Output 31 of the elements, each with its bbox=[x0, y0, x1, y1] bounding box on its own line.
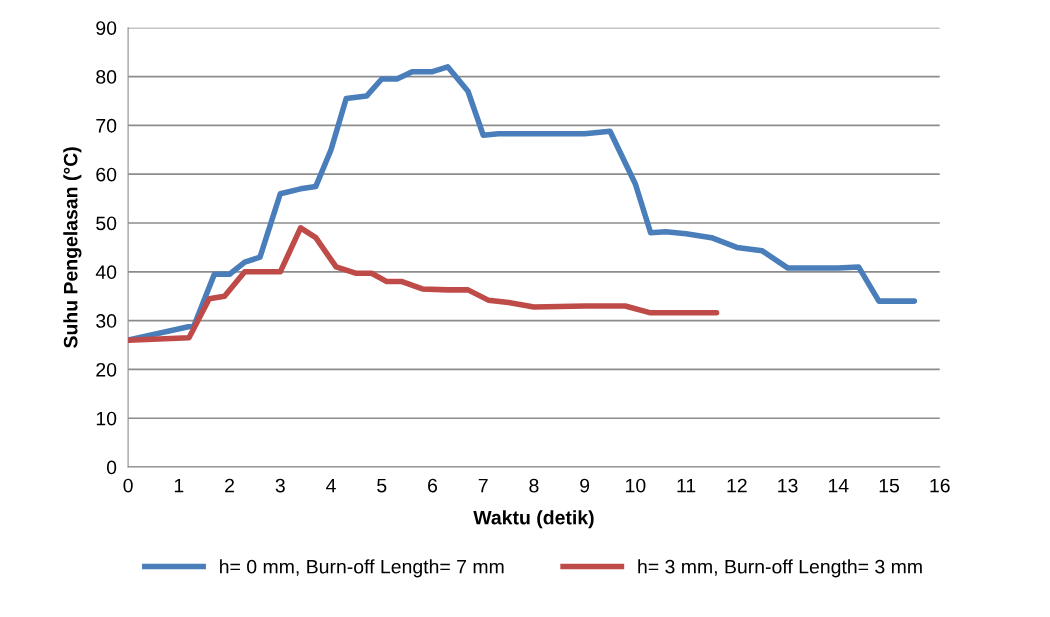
y-tick-label: 90 bbox=[96, 21, 117, 35]
y-tick-label: 80 bbox=[96, 70, 117, 84]
x-tick-label: 14 bbox=[828, 478, 849, 493]
y-tick-label: 0 bbox=[106, 460, 117, 475]
y-tick-label: 30 bbox=[96, 314, 117, 328]
x-tick-label: 9 bbox=[580, 478, 590, 493]
x-tick-label: 2 bbox=[225, 478, 234, 493]
x-tick-label: 11 bbox=[677, 478, 696, 493]
x-tick-label: 1 bbox=[174, 478, 184, 493]
x-tick-label: 15 bbox=[879, 478, 900, 493]
x-tick-label: 0 bbox=[123, 478, 133, 493]
y-tick-label: 40 bbox=[95, 265, 117, 280]
x-tick-label: 8 bbox=[529, 478, 539, 493]
y-axis-title: Suhu Pengelasan (°C) bbox=[63, 147, 82, 348]
legend-label: h= 0 mm, Burn-off Length= 7 mm bbox=[220, 559, 504, 578]
x-axis-title: Waktu (detik) bbox=[473, 510, 594, 529]
x-tick-label: 4 bbox=[326, 478, 336, 493]
x-tick-label: 7 bbox=[478, 478, 488, 493]
x-tick-label: 3 bbox=[275, 478, 285, 493]
y-tick-label: 50 bbox=[96, 216, 117, 231]
x-tick-label: 12 bbox=[727, 478, 747, 493]
y-tick-label: 70 bbox=[96, 118, 117, 133]
x-tick-label: 16 bbox=[930, 478, 950, 493]
x-tick-label: 6 bbox=[428, 478, 438, 493]
y-tick-label: 60 bbox=[96, 167, 117, 182]
x-tick-label: 5 bbox=[377, 478, 387, 493]
y-tick-label: 20 bbox=[96, 362, 117, 377]
legend-label: h= 3 mm, Burn-off Length= 3 mm bbox=[638, 559, 922, 578]
x-tick-label: 13 bbox=[778, 478, 798, 493]
x-tick-label: 10 bbox=[626, 478, 646, 493]
y-tick-label: 10 bbox=[96, 411, 117, 426]
